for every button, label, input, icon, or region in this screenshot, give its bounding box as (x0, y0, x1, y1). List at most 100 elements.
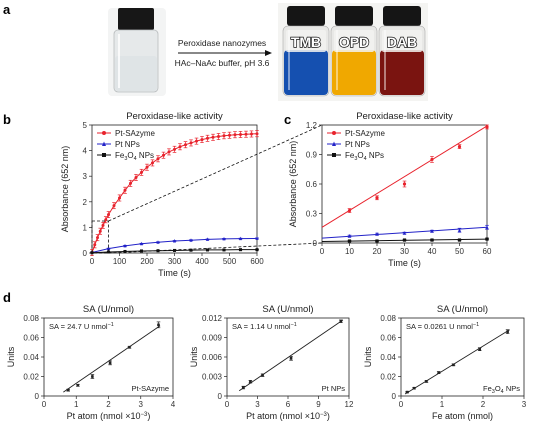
data-point (162, 153, 165, 157)
y-tick-label: 0.9 (306, 151, 318, 160)
y-tick-label: 0.06 (23, 334, 39, 343)
sa-annotation-main: SA = 0.0261 U nmol (406, 322, 473, 331)
legend-label-sub: 4 (134, 156, 137, 162)
colored-vials: TMB OPD DAB (282, 6, 426, 97)
data-point (123, 243, 127, 248)
data-point (167, 150, 171, 154)
sa-annotation-sup: −1 (108, 322, 114, 328)
y-tick-label: 0 (35, 392, 40, 401)
data-point (195, 139, 198, 143)
x-tick-label: 1 (74, 400, 79, 409)
data-point (239, 132, 242, 136)
y-tick-label: 0.02 (380, 373, 396, 382)
data-point (104, 218, 108, 222)
chart-title: SA (U/nmol) (262, 304, 313, 315)
vial-liquid (380, 50, 424, 95)
data-point (244, 132, 248, 136)
data-point (255, 236, 259, 240)
data-point (140, 249, 143, 253)
legend-label-part: NPs (367, 151, 384, 160)
x-tick-label: 4 (171, 400, 176, 409)
x-tick-label: 0 (320, 247, 325, 256)
data-point (457, 145, 462, 149)
vial-cap (287, 6, 325, 26)
legend-label: Pt NPs (115, 140, 140, 149)
data-point (145, 165, 149, 169)
legend-label-part: NPs (137, 151, 154, 160)
x-tick-label: 1 (440, 400, 445, 409)
sa-annotation-main: SA = 1.14 U nmol (232, 322, 291, 331)
data-point (239, 248, 242, 252)
chart-title: SA (U/nmol) (437, 304, 488, 315)
chart-b: 0 100 200 300 400 500 600 0 1 2 3 4 5 Peroxidase-like… (60, 111, 264, 278)
sa-annotation-sup: −1 (291, 322, 297, 328)
data-point (375, 239, 379, 243)
panel-a-photo: Peroxidase nanozymes HAc–NaAc buffer, pH… (108, 3, 428, 101)
data-point (457, 228, 462, 232)
arrow-label-top: Peroxidase nanozymes (178, 38, 266, 48)
legend-label-part: Fe (115, 151, 125, 160)
zoom-line-bottom (108, 242, 323, 254)
data-point (156, 240, 160, 244)
vial-label: TMB (291, 34, 321, 50)
data-point (222, 236, 226, 241)
data-point (405, 390, 409, 394)
y-tick-label: 0.02 (23, 373, 39, 382)
data-point (140, 241, 143, 246)
y-tick-label: 0.04 (23, 353, 39, 362)
data-point (485, 125, 489, 129)
data-point (102, 131, 106, 135)
series-line (91, 133, 258, 253)
data-point (430, 229, 434, 233)
y-axis-label: Units (189, 346, 199, 367)
data-point (173, 147, 176, 151)
data-point (129, 181, 132, 185)
data-point (250, 132, 253, 136)
data-point (211, 135, 215, 139)
series-pt_sazyme (90, 130, 259, 256)
x-tick-label: 200 (140, 257, 154, 266)
data-point (375, 232, 379, 236)
legend-label-part: Fe (345, 151, 355, 160)
panel-label-a: a (3, 2, 11, 17)
data-point (96, 236, 99, 240)
data-point (173, 238, 176, 243)
data-point (222, 248, 226, 252)
y-tick-label: 0 (83, 249, 88, 258)
legend-label: Pt-SAzyme (115, 129, 156, 138)
sample-label: Pt-SAzyme (131, 384, 169, 393)
data-point (123, 188, 127, 192)
legend-label-part: O (357, 151, 363, 160)
sa-annotation: SA = 1.14 U nmol−1 (232, 322, 297, 331)
chart-d2: 0 3 6 9 12 0 0.003 0.006 0.009 0.012 SA (U/nmol) Un… (189, 304, 354, 421)
sample-label: Fe3O4 NPs (483, 384, 520, 395)
sa-annotation: SA = 24.7 U nmol−1 (49, 322, 114, 331)
data-point (233, 133, 237, 137)
data-point (91, 375, 94, 378)
vial-label-area (286, 30, 326, 52)
sample-label: Pt NPs (322, 384, 346, 393)
data-point (156, 157, 160, 161)
data-point (112, 204, 116, 208)
data-point (452, 363, 455, 367)
data-point (189, 248, 193, 252)
series-pt_nps (321, 224, 489, 239)
zoom-connector-lines (108, 124, 323, 254)
data-point (430, 238, 434, 242)
fit-line (63, 325, 161, 393)
sa-annotation-main: SA = 24.7 U nmol (49, 322, 108, 331)
data-point (76, 383, 80, 387)
vial-tmb: TMB (282, 6, 330, 97)
chart-title: Peroxidase-like activity (126, 111, 223, 122)
y-tick-label: 0.006 (202, 353, 223, 362)
legend-label: Pt NPs (345, 140, 370, 149)
data-point (123, 249, 127, 253)
x-tick-label: 600 (250, 257, 264, 266)
data-point (402, 231, 407, 235)
x-axis-label-sup: −3 (140, 412, 148, 418)
data-point (98, 229, 102, 233)
data-point (485, 237, 489, 241)
y-axis-label: Absorbance (652 nm) (288, 141, 298, 228)
x-tick-label: 60 (483, 247, 492, 256)
